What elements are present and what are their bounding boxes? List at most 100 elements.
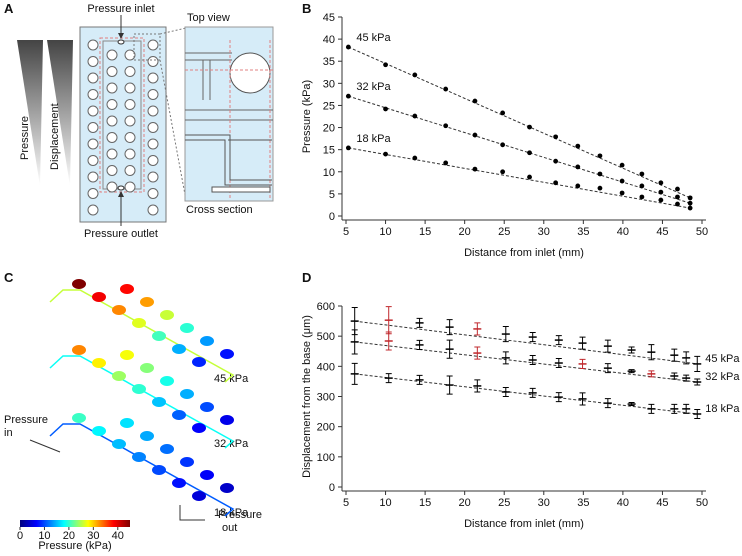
pressure-in-label: Pressure: [4, 414, 48, 426]
chamber: [92, 292, 106, 302]
panel-a: Pressure Displacement Pressure inlet Pre…: [17, 3, 274, 240]
chamber: [152, 465, 166, 475]
chamber: [132, 384, 146, 394]
y-tick-label: 35: [323, 56, 335, 68]
series-label: 18 kPa: [356, 133, 391, 145]
colorbar-label: Pressure (kPa): [38, 540, 111, 552]
chamber: [147, 155, 159, 166]
panel-label: C: [4, 270, 14, 285]
series-label: 45 kPa: [356, 32, 391, 44]
point: [639, 171, 645, 177]
chamber: [106, 49, 118, 61]
outlet-label: Pressure outlet: [84, 228, 158, 240]
point: [639, 194, 645, 200]
chamber: [106, 66, 118, 77]
chamber: [106, 148, 118, 160]
point: [345, 44, 351, 50]
chamber: [124, 165, 136, 176]
chamber: [132, 452, 146, 462]
point: [687, 200, 693, 206]
chamber: [220, 415, 234, 425]
chamber: [87, 39, 99, 51]
x-tick-label: 35: [577, 497, 589, 509]
x-tick-label: 30: [538, 497, 550, 509]
section-line: [229, 40, 271, 200]
x-tick-label: 30: [538, 226, 550, 238]
point: [575, 183, 581, 189]
point: [472, 98, 478, 104]
chamber: [180, 389, 194, 399]
chamber: [180, 457, 194, 467]
x-tick-label: 35: [577, 226, 589, 238]
point: [527, 124, 532, 130]
y-tick-label: 500: [317, 331, 335, 343]
point: [658, 180, 664, 186]
point: [619, 190, 625, 196]
point: [443, 123, 449, 129]
chamber: [147, 122, 159, 133]
point: [527, 174, 532, 180]
point: [658, 197, 664, 203]
colorbar-tick-label: 10: [38, 530, 50, 542]
x-tick-label: 20: [459, 497, 471, 509]
top-view-channels: [185, 52, 273, 121]
point: [553, 158, 559, 164]
chamber: [120, 284, 134, 294]
chamber: [147, 138, 159, 150]
y-tick-label: 45: [323, 12, 335, 24]
y-axis-label: Displacement from the base (μm): [301, 315, 313, 478]
chamber: [132, 318, 146, 328]
colorbar-tick-label: 0: [17, 530, 23, 542]
point: [675, 194, 680, 200]
chamber: [124, 82, 136, 94]
chain-label: 32 kPa: [214, 438, 249, 450]
pipe: [49, 355, 235, 449]
panel-label: D: [302, 270, 311, 285]
colorbar-tick-label: 40: [112, 530, 124, 542]
chamber: [160, 376, 174, 386]
chamber: [124, 115, 136, 127]
series-label: 18 kPa: [705, 403, 740, 415]
point: [383, 62, 388, 68]
chamber: [124, 181, 136, 193]
chamber: [124, 132, 136, 143]
x-tick-label: 40: [617, 497, 629, 509]
colorbar-tick-label: 30: [87, 530, 99, 542]
cross-section-walls: [185, 134, 272, 186]
zoom-line: [159, 27, 187, 35]
y-tick-label: 40: [323, 34, 335, 46]
chamber: [172, 344, 186, 354]
pressure-wedge: [17, 40, 43, 186]
point: [675, 201, 680, 207]
chamber: [124, 49, 136, 61]
chamber: [87, 56, 99, 67]
chamber: [192, 357, 206, 367]
pressure-out-label: out: [222, 522, 237, 534]
point: [472, 166, 478, 172]
base: [211, 186, 271, 193]
point: [658, 189, 664, 195]
chamber: [220, 349, 234, 359]
y-tick-label: 0: [329, 482, 335, 494]
point: [553, 180, 559, 186]
point: [575, 143, 581, 149]
point: [500, 110, 506, 116]
chamber: [160, 444, 174, 454]
inlet-label: Pressure inlet: [87, 3, 154, 15]
x-tick-label: 45: [656, 497, 668, 509]
zoom-box: [133, 33, 161, 61]
chamber: [106, 115, 118, 127]
chamber: [140, 297, 154, 307]
chamber: [106, 99, 118, 110]
point: [639, 183, 645, 189]
chamber: [112, 371, 126, 381]
chamber: [87, 171, 99, 183]
chamber: [120, 418, 134, 428]
x-tick-label: 45: [656, 226, 668, 238]
y-tick-label: 100: [317, 452, 335, 464]
x-tick-label: 15: [419, 497, 431, 509]
y-tick-label: 30: [323, 78, 335, 90]
point: [443, 160, 449, 166]
chamber: [87, 188, 99, 199]
inlet: [117, 39, 125, 45]
